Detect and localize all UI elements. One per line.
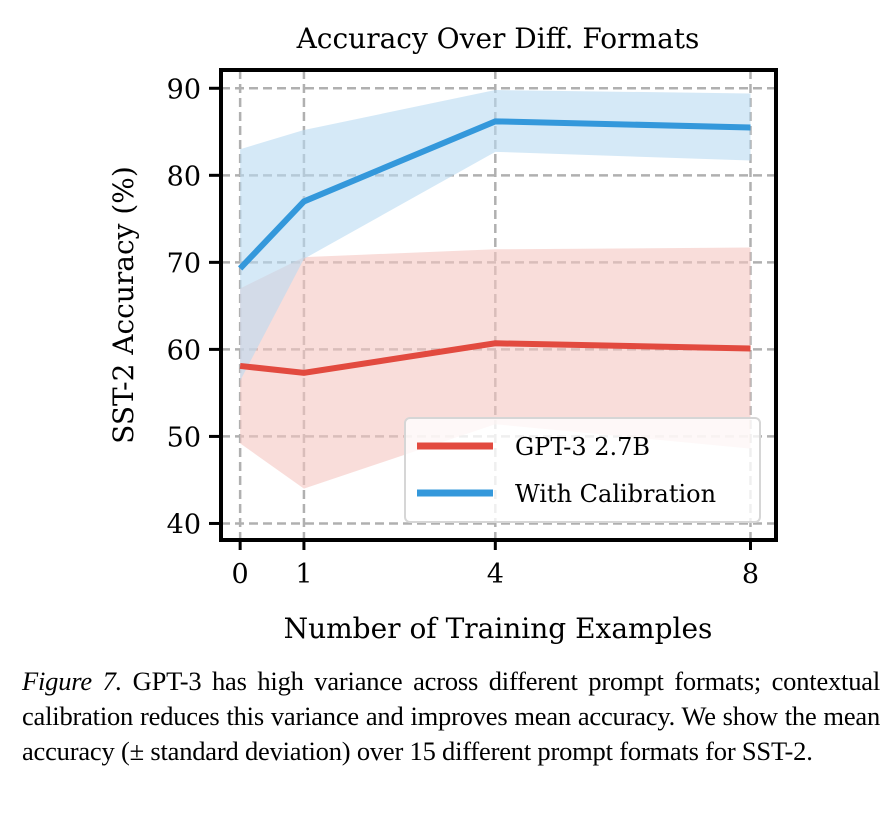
plot-frame <box>219 68 778 542</box>
x-axis: 0 1 4 8 <box>232 540 759 590</box>
y-tick-label: 80 <box>167 161 201 192</box>
chart-title: Accuracy Over Diff. Formats <box>296 22 700 55</box>
y-axis: 40 50 60 70 80 90 <box>167 74 221 540</box>
x-axis-title: Number of Training Examples <box>284 612 713 645</box>
figure-label: Figure 7. <box>22 666 123 696</box>
legend-label: GPT-3 2.7B <box>515 433 650 461</box>
std-band-with-calibration <box>240 90 751 381</box>
y-tick-label: 50 <box>167 422 201 453</box>
line-chart: Accuracy Over Diff. Formats 0 1 4 8 40 50 60 7… <box>107 22 778 645</box>
y-tick-label: 60 <box>167 335 201 366</box>
x-tick-label: 4 <box>487 559 504 590</box>
series-line-with-calibration <box>237 118 751 271</box>
y-tick-label: 90 <box>167 74 201 105</box>
x-tick-label: 8 <box>742 559 759 590</box>
x-tick-label: 0 <box>232 559 249 590</box>
caption-text: GPT-3 has high variance across different… <box>22 666 880 766</box>
x-tick-label: 1 <box>295 559 312 590</box>
legend-box <box>404 417 761 523</box>
series-line-gpt-3-2-7b <box>239 340 751 376</box>
y-axis-title: SST-2 Accuracy (%) <box>107 166 140 444</box>
legend: GPT-3 2.7B With Calibration <box>404 417 761 523</box>
legend-label: With Calibration <box>515 480 716 508</box>
y-tick-label: 40 <box>167 509 201 540</box>
y-tick-label: 70 <box>167 248 201 279</box>
series-lines <box>237 118 751 376</box>
figure-caption: Figure 7. GPT-3 has high variance across… <box>22 664 880 769</box>
